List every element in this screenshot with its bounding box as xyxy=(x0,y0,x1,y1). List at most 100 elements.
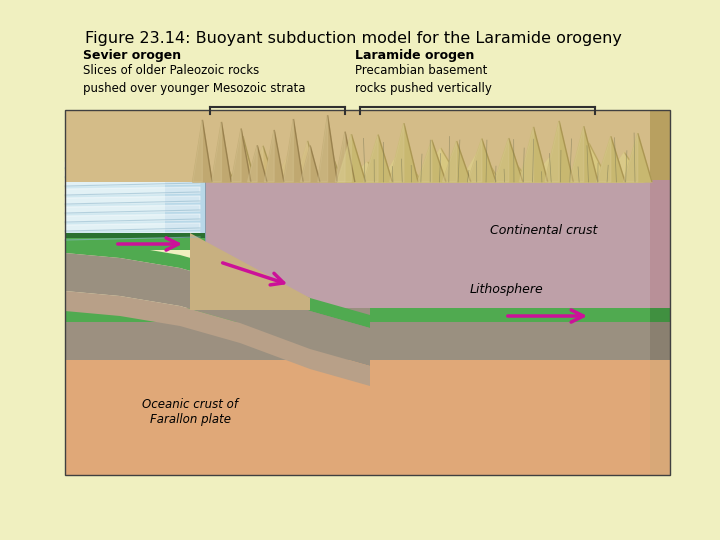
Polygon shape xyxy=(624,133,652,182)
Polygon shape xyxy=(650,360,670,475)
Polygon shape xyxy=(605,153,624,182)
Polygon shape xyxy=(296,141,307,182)
Polygon shape xyxy=(296,141,320,182)
Polygon shape xyxy=(336,132,345,182)
Polygon shape xyxy=(605,153,644,182)
Polygon shape xyxy=(231,136,243,182)
Polygon shape xyxy=(460,148,480,182)
Polygon shape xyxy=(276,156,287,182)
Polygon shape xyxy=(519,127,548,182)
Polygon shape xyxy=(65,110,650,182)
Polygon shape xyxy=(650,322,670,360)
Polygon shape xyxy=(611,137,625,182)
Polygon shape xyxy=(65,169,200,177)
Polygon shape xyxy=(193,120,202,182)
Polygon shape xyxy=(65,308,670,322)
Polygon shape xyxy=(318,148,342,182)
Polygon shape xyxy=(390,123,404,182)
Polygon shape xyxy=(432,140,446,182)
Polygon shape xyxy=(65,232,200,240)
Polygon shape xyxy=(248,145,257,182)
Polygon shape xyxy=(559,121,573,182)
Polygon shape xyxy=(284,119,294,182)
Polygon shape xyxy=(456,141,471,182)
Polygon shape xyxy=(231,129,241,182)
Text: Slices of older Paleozoic rocks
pushed over younger Mesozoic strata: Slices of older Paleozoic rocks pushed o… xyxy=(83,64,305,95)
Polygon shape xyxy=(65,150,165,245)
Text: Laramide orogen: Laramide orogen xyxy=(355,49,474,62)
Polygon shape xyxy=(212,122,231,182)
Polygon shape xyxy=(65,150,205,245)
Polygon shape xyxy=(251,146,263,182)
Polygon shape xyxy=(263,146,275,182)
Polygon shape xyxy=(190,233,310,310)
Polygon shape xyxy=(318,148,330,182)
Polygon shape xyxy=(231,129,251,182)
Polygon shape xyxy=(222,158,235,182)
Polygon shape xyxy=(348,162,387,182)
Polygon shape xyxy=(624,153,644,182)
Polygon shape xyxy=(530,157,550,182)
Polygon shape xyxy=(241,129,251,182)
Polygon shape xyxy=(65,291,370,386)
Polygon shape xyxy=(530,157,570,182)
Polygon shape xyxy=(460,148,500,182)
Text: Figure 23.14: Buoyant subduction model for the Laramide orogeny: Figure 23.14: Buoyant subduction model f… xyxy=(85,30,622,45)
Polygon shape xyxy=(490,156,530,182)
Polygon shape xyxy=(364,134,378,182)
Polygon shape xyxy=(370,308,670,322)
Polygon shape xyxy=(404,123,418,182)
Polygon shape xyxy=(545,121,559,182)
Polygon shape xyxy=(318,115,328,182)
Polygon shape xyxy=(248,145,267,182)
Polygon shape xyxy=(378,134,392,182)
Polygon shape xyxy=(467,139,482,182)
Polygon shape xyxy=(65,205,200,213)
Polygon shape xyxy=(597,137,611,182)
Polygon shape xyxy=(211,158,222,182)
Polygon shape xyxy=(345,132,355,182)
Polygon shape xyxy=(65,322,670,360)
Polygon shape xyxy=(495,138,523,182)
Polygon shape xyxy=(584,126,598,182)
Polygon shape xyxy=(212,122,222,182)
Polygon shape xyxy=(310,146,320,182)
Polygon shape xyxy=(519,127,534,182)
Polygon shape xyxy=(550,157,570,182)
Polygon shape xyxy=(402,148,421,182)
Text: Precambian basement
rocks pushed vertically: Precambian basement rocks pushed vertica… xyxy=(355,64,492,95)
Text: Lithosphere: Lithosphere xyxy=(470,284,544,296)
Polygon shape xyxy=(65,196,200,204)
Polygon shape xyxy=(480,148,500,182)
Polygon shape xyxy=(337,134,351,182)
Text: Oceanic crust of
Farallon plate: Oceanic crust of Farallon plate xyxy=(142,398,238,426)
Polygon shape xyxy=(570,126,584,182)
Polygon shape xyxy=(367,162,387,182)
Polygon shape xyxy=(624,133,638,182)
Polygon shape xyxy=(328,115,338,182)
Polygon shape xyxy=(243,136,255,182)
Polygon shape xyxy=(390,123,418,182)
Polygon shape xyxy=(421,148,441,182)
Polygon shape xyxy=(421,148,461,182)
Polygon shape xyxy=(569,143,609,182)
Polygon shape xyxy=(418,140,446,182)
Polygon shape xyxy=(589,143,609,182)
Polygon shape xyxy=(264,130,274,182)
Polygon shape xyxy=(534,127,548,182)
Polygon shape xyxy=(193,120,212,182)
Polygon shape xyxy=(638,133,652,182)
Polygon shape xyxy=(650,180,670,308)
Polygon shape xyxy=(307,141,320,182)
Text: Continental crust: Continental crust xyxy=(490,224,598,237)
Polygon shape xyxy=(364,134,392,182)
Polygon shape xyxy=(284,119,303,182)
Polygon shape xyxy=(569,143,589,182)
Polygon shape xyxy=(510,156,530,182)
Polygon shape xyxy=(495,138,509,182)
Polygon shape xyxy=(442,141,456,182)
Polygon shape xyxy=(348,162,367,182)
Polygon shape xyxy=(650,308,670,322)
Polygon shape xyxy=(257,145,267,182)
Polygon shape xyxy=(337,134,366,182)
